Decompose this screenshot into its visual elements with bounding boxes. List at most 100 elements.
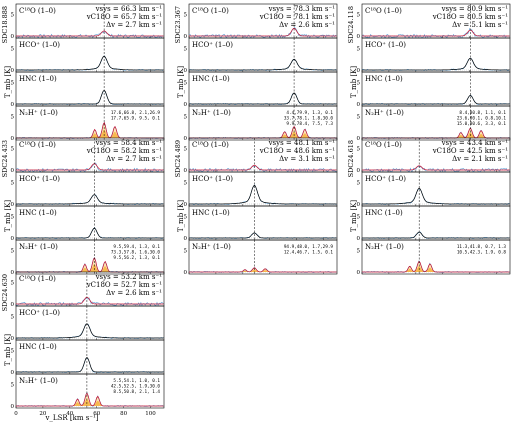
n2h-fit-params: 17.6,66.8, 2.1,26.9 [111, 110, 161, 116]
fit-hco [16, 323, 164, 339]
vsys-text: vsys = 53.2 km s⁻¹ [95, 273, 163, 281]
source-name: SDC24.433 [1, 140, 9, 177]
spectrum-c18o [361, 165, 510, 173]
fit-hco [189, 184, 337, 205]
y-axis-label: T_mb [K] [4, 66, 12, 98]
y-tick-label: 0 [357, 236, 361, 242]
y-tick-label: 5 [184, 147, 188, 153]
n2h-fit-params: 9.5,56.2, 1.3, 0.1 [113, 255, 160, 261]
y-tick-label: 0 [357, 68, 361, 74]
vc18o-text: vC18O = 80.5 km s⁻¹ [432, 13, 508, 21]
n2h-fit-params: 10.5,42.3, 1.9, 0.8 [457, 250, 507, 256]
spectrum-c18o [15, 162, 164, 173]
n2h-component-fill [362, 266, 510, 272]
vc18o-text: vC18O = 78.1 km s⁻¹ [259, 13, 335, 21]
y-tick-label: 0 [184, 136, 188, 142]
n2h-fit-params: 33.7,78.1, 1.8,30.0 [284, 116, 334, 122]
source-name: SDC24.618 [347, 140, 355, 177]
dv-text: Δv = 2.6 km s⁻¹ [106, 289, 162, 297]
vsys-text: vsys = 66.3 km s⁻¹ [95, 5, 163, 13]
vc18o-text: vC18O = 58.2 km s⁻¹ [86, 147, 162, 155]
n2h-fit-params: 12.4,46.7, 1.5, 0.1 [284, 250, 334, 256]
fit-n2h [189, 267, 337, 273]
subpanel-frame [15, 105, 165, 141]
y-tick-label: 0 [11, 102, 15, 108]
n2h-fit-params: 5.5,54.1, 1.0, 0.1 [113, 378, 160, 384]
n2h-component-fill [189, 268, 337, 272]
y-tick-label: 5 [11, 215, 15, 221]
y-tick-label: 5 [357, 115, 361, 121]
vsys-text: vsys = 80.9 km s⁻¹ [441, 5, 509, 13]
spectrum-c18o [15, 297, 164, 307]
y-tick-label: 5 [11, 81, 15, 87]
spectrum-c18o [15, 31, 164, 39]
fit-c18o [362, 29, 510, 37]
n2h-fit-params: 42.5,52.5, 1.9,30.0 [111, 384, 161, 390]
y-tick-label: 0 [184, 270, 188, 276]
line-label-c18o: C¹⁸O (1–0) [365, 7, 402, 15]
n2h-fit-params: 73.3,57.8, 1.6,30.0 [111, 250, 161, 256]
spectrum-hco [15, 194, 164, 206]
spectrum-hnc [15, 90, 164, 105]
y-tick-label: 5 [11, 315, 15, 321]
vc18o-text: vC18O = 52.7 km s⁻¹ [86, 281, 162, 289]
line-label-hnc: HNC (1–0) [365, 209, 403, 217]
y-axis-label: T_mb [K] [350, 66, 358, 98]
y-axis-label: T_mb [K] [350, 200, 358, 232]
fit-hnc [16, 356, 164, 373]
n2h-component-fill [189, 127, 337, 138]
fit-hco [362, 187, 510, 205]
n2h-component-fill [362, 262, 510, 272]
x-axis-label: v_LSR [km s⁻¹] [44, 414, 98, 422]
vc18o-text: vC18O = 42.5 km s⁻¹ [432, 147, 508, 155]
n2h-component-fill [362, 132, 510, 138]
y-tick-label: 0 [357, 270, 361, 276]
y-tick-label: 0 [11, 34, 15, 40]
fit-c18o [16, 30, 164, 37]
y-tick-label: 0 [11, 168, 15, 174]
y-axis-label: T_mb [K] [177, 200, 185, 232]
n2h-fit-params: 23.6,80.1, 0.8,10.1 [457, 116, 507, 122]
vc18o-text: vC18O = 48.6 km s⁻¹ [259, 147, 335, 155]
y-tick-label: 5 [11, 281, 15, 287]
subpanel-frame [188, 105, 338, 141]
y-tick-label: 0 [11, 136, 15, 142]
x-tick-label: 40 [66, 411, 73, 417]
source-name: SDC24.630 [1, 274, 9, 311]
y-tick-label: 5 [357, 81, 361, 87]
line-label-hco: HCO⁺ (1–0) [365, 175, 406, 183]
fit-hnc [16, 227, 164, 239]
line-label-c18o: C¹⁸O (1–0) [19, 141, 56, 149]
line-label-hco: HCO⁺ (1–0) [19, 175, 60, 183]
n2h-component-fill [16, 259, 164, 272]
spectrum-hnc [188, 92, 337, 106]
spectrum-n2h [15, 121, 164, 139]
y-tick-label: 0 [357, 136, 361, 142]
y-tick-label: 5 [11, 249, 15, 255]
vsys-text: vsys = 78.3 km s⁻¹ [268, 5, 336, 13]
y-tick-label: 5 [184, 181, 188, 187]
x-tick-label: 20 [39, 411, 46, 417]
y-axis-label: T_mb [K] [177, 66, 185, 98]
y-tick-label: 5 [11, 47, 15, 53]
y-tick-label: 0 [357, 34, 361, 40]
fit-c18o [16, 296, 164, 305]
fit-c18o [362, 165, 510, 171]
vc18o-text: vC18O = 65.7 km s⁻¹ [86, 13, 162, 21]
line-label-c18o: C¹⁸O (1–0) [19, 7, 56, 15]
fit-hco [189, 58, 337, 71]
y-tick-label: 0 [184, 102, 188, 108]
line-label-hnc: HNC (1–0) [19, 343, 57, 351]
line-label-c18o: C¹⁸O (1–0) [19, 275, 56, 283]
n2h-component-fill [189, 131, 337, 138]
subpanel-frame [15, 373, 165, 409]
fit-hnc [189, 232, 337, 239]
n2h-fit-params: 9.5,59.4, 1.3, 0.1 [113, 244, 160, 250]
y-tick-label: 5 [11, 181, 15, 187]
subpanel-frame [361, 105, 511, 141]
y-tick-label: 0 [11, 370, 15, 376]
